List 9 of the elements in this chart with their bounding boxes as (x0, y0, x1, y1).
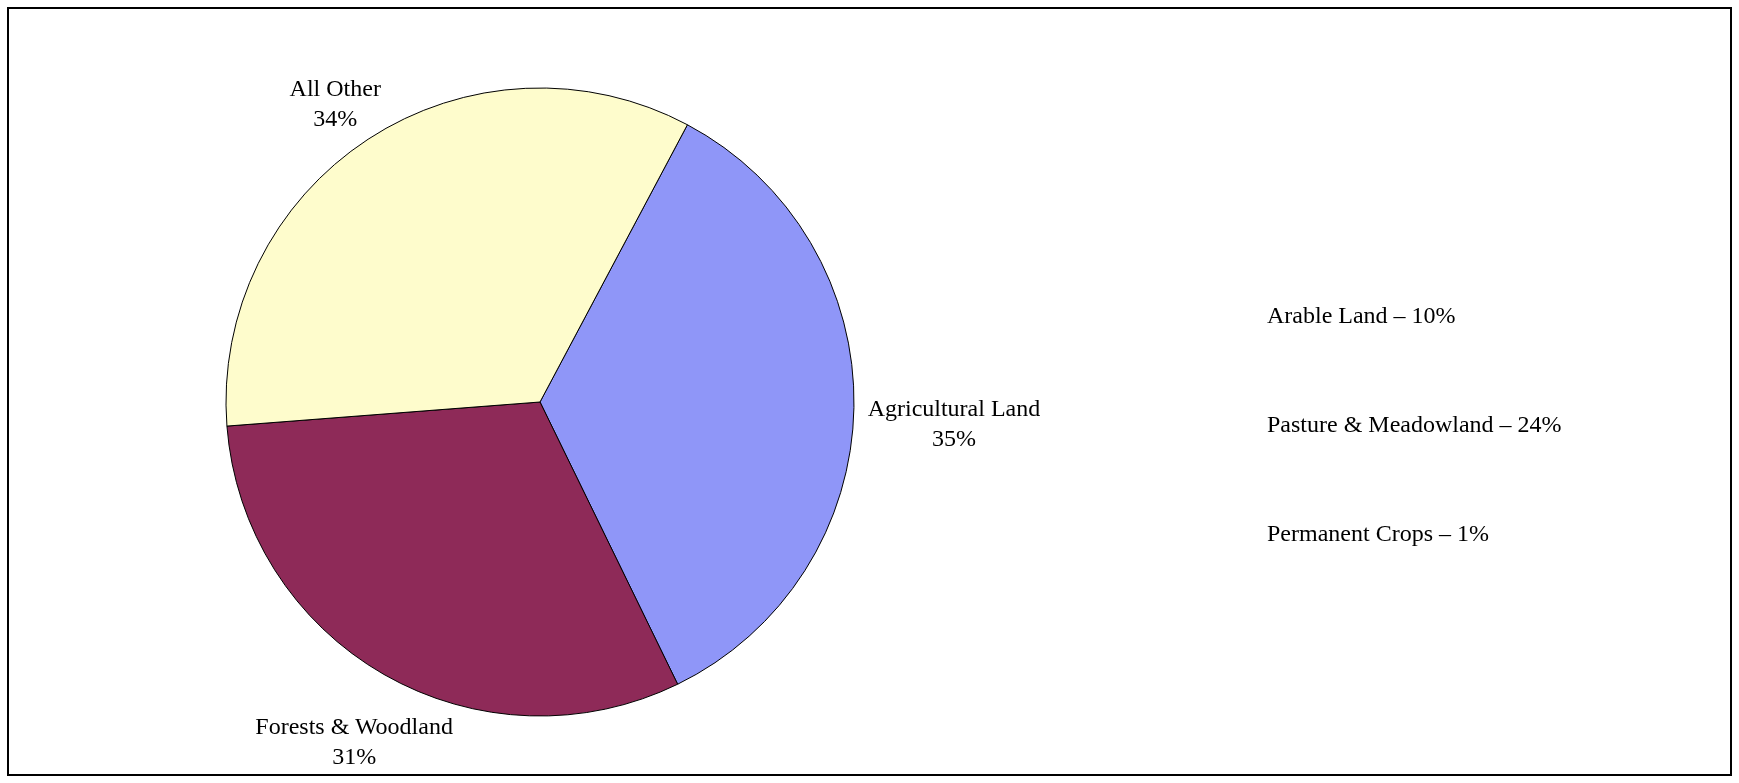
slice-label: Forests & Woodland (255, 712, 453, 739)
text: Permanent Crops – 1% (1267, 520, 1489, 546)
data-label: 35% (931, 425, 976, 452)
data-label: 31% (332, 742, 377, 769)
slice-label: Agricultural Land (867, 395, 1041, 422)
slice-label: All Other (289, 75, 381, 102)
data-label: 34% (313, 105, 358, 132)
text: Arable Land – 10% (1267, 302, 1456, 328)
text: Pasture & Meadowland – 24% (1267, 411, 1562, 437)
